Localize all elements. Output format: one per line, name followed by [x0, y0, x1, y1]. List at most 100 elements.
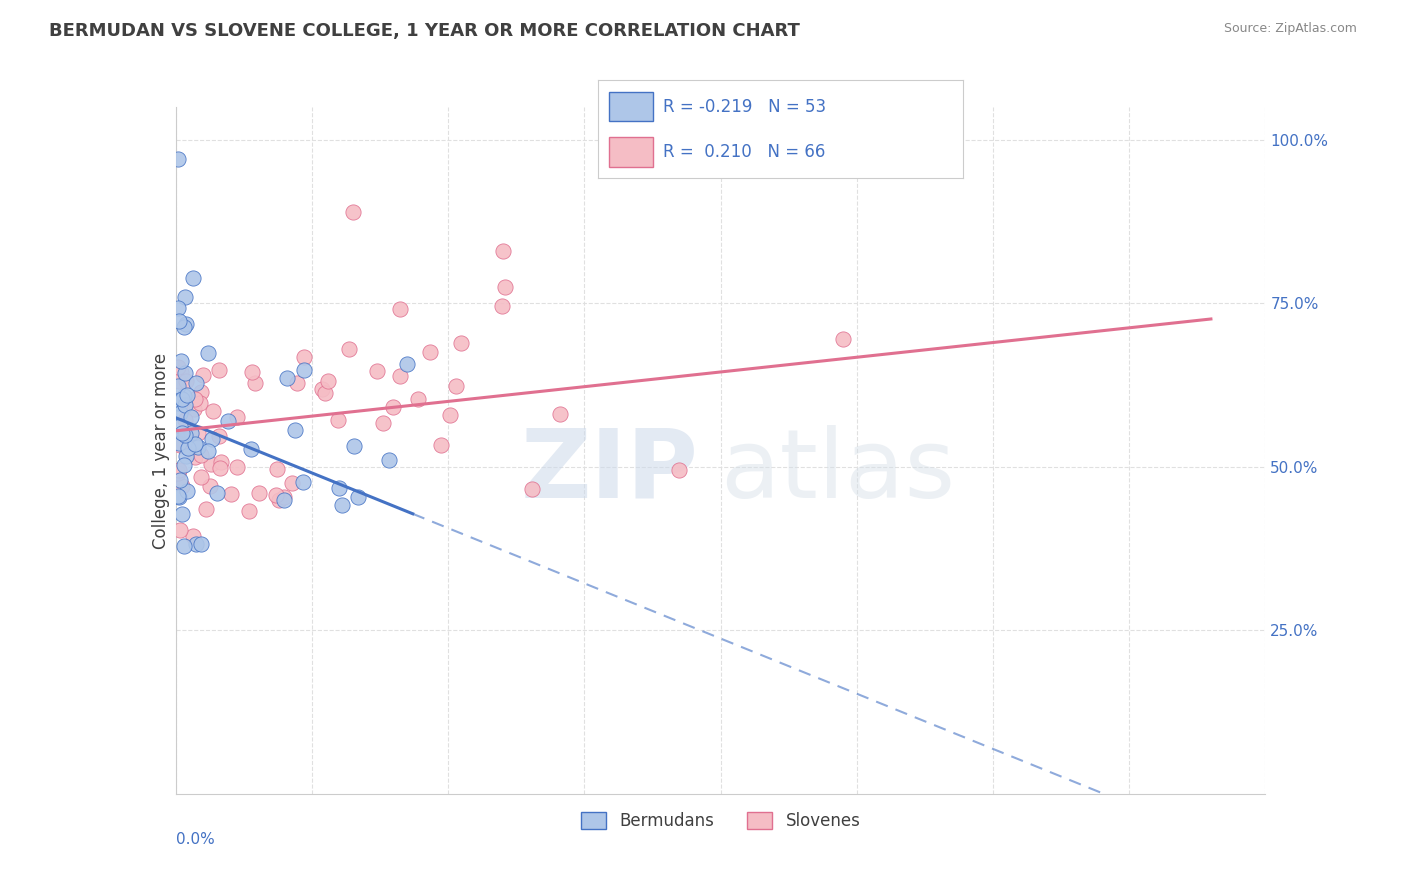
Point	[167, 396, 190, 410]
Point	[208, 461, 231, 475]
Point	[180, 409, 202, 424]
Point	[170, 425, 193, 440]
Point	[373, 416, 395, 430]
Point	[240, 442, 263, 456]
Point	[225, 409, 247, 424]
Point	[174, 398, 197, 412]
Point	[169, 473, 191, 487]
Point	[194, 502, 217, 516]
Point	[173, 413, 195, 427]
Point	[169, 406, 191, 420]
Point	[167, 301, 190, 315]
Point	[173, 320, 195, 334]
Point	[170, 479, 193, 493]
Point	[406, 392, 429, 406]
Text: R = -0.219   N = 53: R = -0.219 N = 53	[664, 98, 827, 116]
Point	[381, 400, 404, 414]
Point	[180, 425, 202, 440]
Point	[247, 486, 270, 500]
Point	[167, 374, 190, 388]
Point	[170, 365, 193, 379]
Point	[174, 289, 197, 303]
Point	[167, 359, 190, 374]
Point	[266, 462, 288, 476]
Point	[197, 346, 219, 360]
Point	[668, 463, 690, 477]
Point	[209, 455, 232, 469]
Point	[190, 384, 212, 399]
Y-axis label: College, 1 year or more: College, 1 year or more	[152, 352, 170, 549]
Point	[343, 439, 366, 453]
Point	[491, 299, 513, 313]
FancyBboxPatch shape	[609, 92, 652, 121]
Point	[264, 488, 287, 502]
Point	[311, 382, 333, 396]
Point	[197, 443, 219, 458]
Point	[167, 489, 190, 503]
Point	[187, 426, 209, 441]
Point	[169, 490, 191, 504]
Point	[202, 404, 225, 418]
Point	[281, 476, 304, 491]
Point	[176, 388, 198, 402]
Point	[176, 483, 198, 498]
Point	[167, 314, 190, 328]
Point	[314, 386, 336, 401]
Point	[184, 450, 207, 464]
FancyBboxPatch shape	[609, 137, 652, 167]
Point	[419, 345, 441, 359]
Point	[172, 508, 194, 522]
Point	[169, 524, 191, 538]
Point	[243, 376, 266, 390]
Point	[284, 423, 307, 437]
Point	[446, 379, 468, 393]
Point	[191, 368, 214, 382]
Point	[273, 491, 295, 505]
Point	[347, 490, 370, 504]
Point	[396, 357, 419, 371]
Point	[169, 438, 191, 452]
Point	[183, 437, 205, 451]
Point	[366, 364, 388, 378]
Point	[184, 392, 207, 407]
Legend: Bermudans, Slovenes: Bermudans, Slovenes	[574, 805, 868, 837]
Point	[190, 448, 212, 462]
Point	[450, 335, 472, 350]
Point	[181, 270, 204, 285]
Point	[378, 453, 401, 467]
Text: BERMUDAN VS SLOVENE COLLEGE, 1 YEAR OR MORE CORRELATION CHART: BERMUDAN VS SLOVENE COLLEGE, 1 YEAR OR M…	[49, 22, 800, 40]
Point	[174, 428, 197, 442]
Point	[174, 317, 197, 331]
Point	[225, 460, 247, 475]
Point	[187, 440, 209, 454]
Point	[276, 371, 298, 385]
Point	[273, 493, 295, 508]
Point	[190, 469, 212, 483]
Point	[173, 458, 195, 472]
Text: R =  0.210   N = 66: R = 0.210 N = 66	[664, 143, 825, 161]
Point	[217, 414, 239, 428]
Point	[172, 392, 194, 406]
Point	[292, 351, 315, 365]
Point	[328, 413, 350, 427]
Point	[494, 280, 516, 294]
Point	[389, 369, 412, 384]
Point	[342, 204, 364, 219]
Point	[832, 332, 855, 346]
Point	[429, 438, 451, 452]
Point	[188, 396, 211, 410]
Point	[190, 537, 212, 551]
Point	[328, 481, 350, 495]
Point	[200, 479, 222, 493]
Point	[167, 463, 190, 477]
Point	[174, 450, 197, 464]
Point	[292, 362, 315, 376]
Point	[173, 366, 195, 380]
Text: Source: ZipAtlas.com: Source: ZipAtlas.com	[1223, 22, 1357, 36]
Point	[173, 539, 195, 553]
Point	[550, 407, 572, 421]
Point	[170, 354, 193, 368]
Point	[240, 365, 263, 379]
Point	[520, 483, 543, 497]
Point	[167, 466, 190, 480]
